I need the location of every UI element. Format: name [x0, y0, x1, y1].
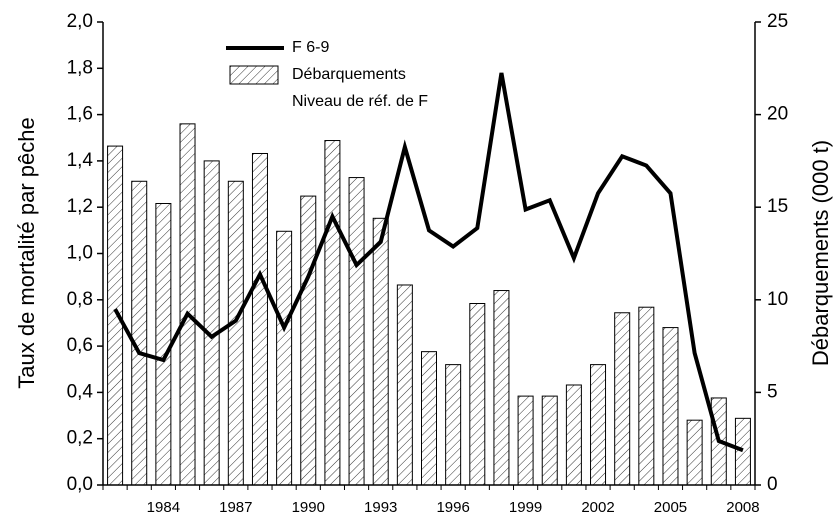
bar	[517, 395, 534, 486]
y-tick-label: 0,2	[67, 428, 93, 449]
y2-tick-label: 5	[767, 381, 778, 402]
legend-swatch	[229, 65, 279, 85]
x-tick-label: 1996	[436, 499, 469, 516]
y-tick-label: 0,8	[67, 289, 93, 310]
bar	[469, 303, 486, 486]
y-axis-label: Taux de mortalité par pêche	[14, 117, 39, 389]
x-tick-label: 1999	[509, 499, 542, 516]
bar	[348, 177, 365, 486]
bar	[445, 364, 462, 486]
bar	[638, 306, 655, 486]
y2-axis-label: Débarquements (000 t)	[808, 140, 833, 366]
y-tick-label: 1,0	[67, 243, 93, 264]
y2-tick-label: 15	[767, 196, 788, 217]
line	[113, 72, 744, 453]
bar	[251, 152, 268, 486]
bar	[300, 195, 317, 486]
legend-label: Débarquements	[292, 66, 406, 83]
x-tick-label: 2008	[726, 499, 759, 516]
y-tick-label: 2,0	[67, 11, 93, 32]
y-tick-label: 0,6	[67, 335, 93, 356]
bar	[565, 384, 582, 486]
bar	[734, 417, 751, 486]
x-tick-label: 2005	[654, 499, 687, 516]
y-tick-label: 1,8	[67, 57, 93, 78]
x-tick-label: 1987	[219, 499, 252, 516]
y2-tick-label: 10	[767, 289, 788, 310]
bar	[276, 230, 293, 486]
bar	[541, 395, 558, 486]
bar	[131, 180, 148, 486]
x-tick-label: 1984	[147, 499, 180, 516]
bar	[686, 419, 703, 486]
bar	[155, 202, 172, 486]
x-tick-label: 1990	[292, 499, 325, 516]
y-tick-label: 1,4	[67, 150, 94, 171]
x-tick-label: 2002	[581, 499, 614, 516]
bar	[493, 290, 510, 486]
y-tick-label: 0,4	[67, 381, 94, 402]
y2-tick-label: 25	[767, 11, 788, 32]
y2-tick-label: 20	[767, 104, 788, 125]
bar	[179, 123, 196, 486]
bar	[590, 364, 607, 486]
bar	[227, 180, 244, 486]
y-tick-label: 0,0	[67, 474, 93, 495]
legend-label: F 6-9	[292, 39, 329, 56]
bar	[372, 217, 389, 486]
x-tick-label: 1993	[364, 499, 397, 516]
bar	[421, 351, 437, 486]
bar	[324, 140, 341, 486]
legend-label: Niveau de réf. de F	[292, 93, 428, 110]
bar	[662, 327, 679, 486]
y2-tick-label: 0	[767, 474, 778, 495]
bar	[203, 160, 220, 486]
y-tick-label: 1,6	[67, 104, 93, 125]
y-tick-label: 1,2	[67, 196, 93, 217]
bar	[614, 312, 631, 486]
bar	[396, 284, 413, 486]
